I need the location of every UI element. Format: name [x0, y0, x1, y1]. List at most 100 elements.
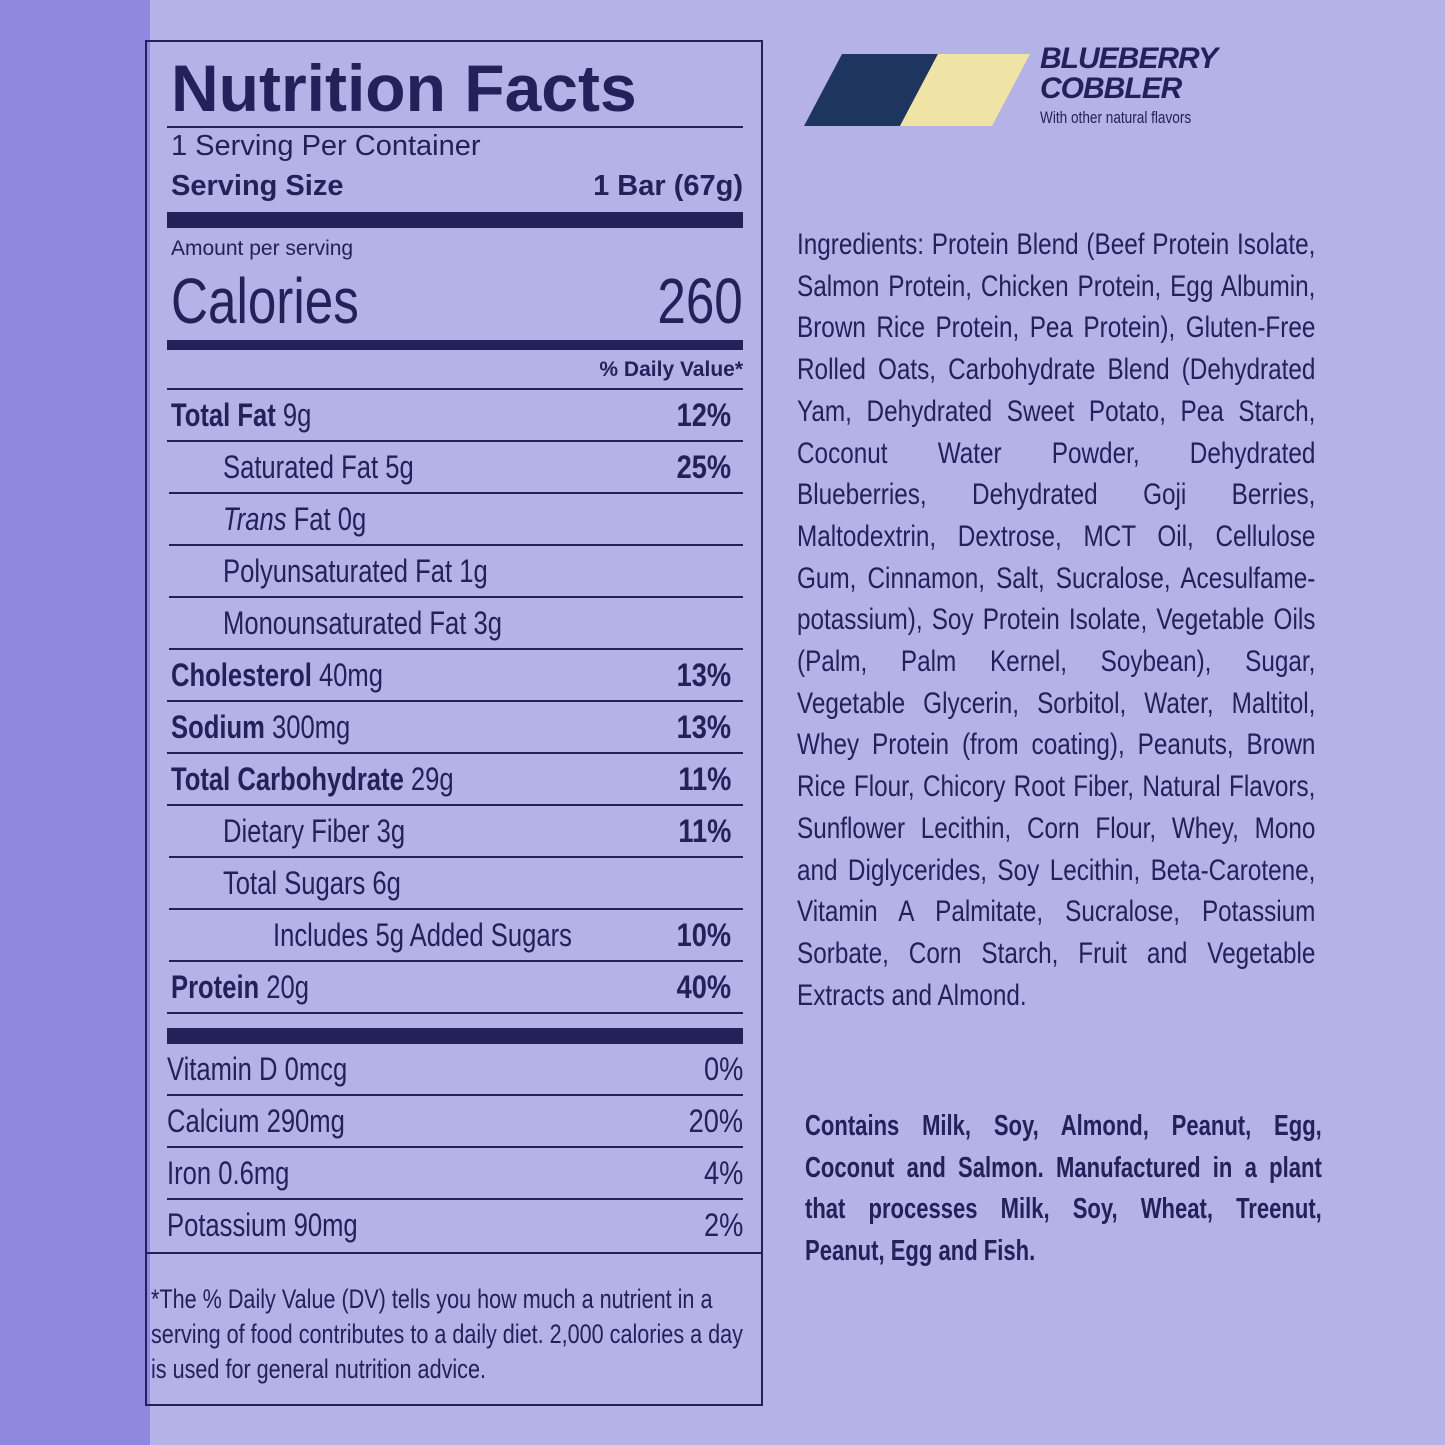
- daily-value: 11%: [678, 813, 731, 849]
- vitamin-name: Iron: [167, 1155, 212, 1191]
- serving-size: 1 Bar (67g): [593, 170, 743, 202]
- vitamin-label: Vitamin D 0mcg: [167, 1051, 347, 1088]
- nutrient-amount: 3g: [376, 813, 406, 849]
- nutrient-row: Saturated Fat 5g 25%: [169, 442, 743, 494]
- rule: [167, 388, 743, 390]
- nutrient-row: Total Fat 9g 12%: [167, 390, 743, 442]
- footnote: *The % Daily Value (DV) tells you how mu…: [151, 1284, 743, 1384]
- vitamin-row: Iron 0.6mg 4%: [167, 1148, 743, 1200]
- nutrient-amount: 300mg: [271, 709, 351, 745]
- nutrient-amount: 0g: [337, 501, 367, 537]
- nutrient-amount: 29g: [410, 761, 454, 797]
- daily-value: 10%: [676, 917, 731, 953]
- flavor-logo: [804, 54, 1030, 126]
- nutrient-label: Polyunsaturated Fat 1g: [223, 553, 488, 590]
- nutrient-row: Total Sugars 6g: [169, 858, 743, 910]
- calories: 260: [657, 265, 743, 337]
- nutrient-label: Trans Fat 0g: [223, 501, 366, 538]
- nutrient-row: Includes 5g Added Sugars 10%: [169, 910, 743, 962]
- nutrient-name: Fat: [293, 501, 331, 537]
- flavor-name: BLUEBERRY COBBLER: [1040, 42, 1218, 105]
- nutrient-label: Cholesterol 40mg: [171, 657, 383, 694]
- nutrient-amount: 5g: [385, 449, 414, 485]
- nutrient-row: Sodium 300mg 13%: [167, 702, 743, 754]
- nutrient-row: Total Carbohydrate 29g 11%: [167, 754, 743, 806]
- nutrient-label: Protein 20g: [171, 969, 309, 1006]
- nutrient-row: Polyunsaturated Fat 1g: [169, 546, 743, 598]
- daily-value: 40%: [676, 969, 731, 1005]
- nutrient-label: Saturated Fat 5g: [223, 449, 414, 486]
- nutrient-name: Saturated Fat: [223, 449, 379, 485]
- daily-value: 13%: [676, 709, 731, 745]
- flavor-note: With other natural flavors: [1040, 108, 1192, 127]
- nutrient-name: Total Carbohydrate: [171, 761, 404, 797]
- vitamin-name: Calcium: [167, 1103, 260, 1139]
- allergens: Contains Milk, Soy, Almond, Peanut, Egg,…: [805, 1110, 1322, 1268]
- nutrient-label: Includes 5g Added Sugars: [273, 917, 572, 954]
- nutrient-label: Sodium 300mg: [171, 709, 350, 746]
- vitamin-label: Calcium 290mg: [167, 1103, 345, 1140]
- vitamin-amount: 0.6mg: [218, 1155, 290, 1191]
- nutrient-name: Polyunsaturated Fat: [223, 553, 453, 589]
- nutrient-row: Dietary Fiber 3g 11%: [169, 806, 743, 858]
- daily-value: 4%: [703, 1155, 743, 1191]
- vitamin-amount: 0mcg: [284, 1051, 348, 1087]
- nutrient-row: Trans Fat 0g: [169, 494, 743, 546]
- vitamin-name: Vitamin D: [167, 1051, 278, 1087]
- nutrient-amount: 9g: [282, 397, 312, 433]
- nutrient-name: Total Sugars: [223, 865, 366, 901]
- nutrient-amount: 6g: [372, 865, 401, 901]
- nutrient-label: Total Carbohydrate 29g: [171, 761, 454, 798]
- daily-value: 0%: [703, 1051, 743, 1087]
- nutrient-name: Total Fat: [171, 397, 276, 433]
- nutrient-label: Total Sugars 6g: [223, 865, 401, 902]
- calories-label: Calories: [171, 265, 359, 337]
- nutrient-name: Cholesterol: [171, 657, 312, 693]
- decor-stripe: [0, 0, 150, 1445]
- nutrient-amount: 20g: [266, 969, 310, 1005]
- nutrient-label: Total Fat 9g: [171, 397, 311, 434]
- daily-value: 13%: [676, 657, 731, 693]
- daily-value: 11%: [678, 761, 731, 797]
- nutrient-label: Dietary Fiber 3g: [223, 813, 405, 850]
- daily-value-header: % Daily Value*: [599, 358, 743, 381]
- vitamin-label: Potassium 90mg: [167, 1207, 358, 1244]
- nutrient-name: Dietary Fiber: [223, 813, 370, 849]
- vitamin-amount: 290mg: [266, 1103, 345, 1139]
- rule: [147, 1252, 761, 1254]
- vitamin-name: Potassium: [167, 1207, 287, 1243]
- nutrient-name: Monounsaturated Fat: [223, 605, 467, 641]
- nutrient-amount: 3g: [473, 605, 502, 641]
- thick-rule: [167, 340, 743, 350]
- logo-stripe: [900, 54, 1030, 126]
- nutrient-name-italic: Trans: [223, 501, 287, 537]
- thick-rule: [167, 1028, 743, 1044]
- daily-value: 20%: [688, 1103, 743, 1139]
- vitamin-row: Calcium 290mg 20%: [167, 1096, 743, 1148]
- nutrient-row: Protein 20g 40%: [167, 962, 743, 1014]
- servings: 1 Serving Per Container: [171, 130, 481, 162]
- vitamin-label: Iron 0.6mg: [167, 1155, 289, 1192]
- nutrient-row: Monounsaturated Fat 3g: [169, 598, 743, 650]
- nutrient-amount: 1g: [459, 553, 488, 589]
- nutrient-name: Sodium: [171, 709, 265, 745]
- nutrient-amount: 40mg: [318, 657, 383, 693]
- vitamin-amount: 90mg: [293, 1207, 358, 1243]
- nutrient-label: Monounsaturated Fat 3g: [223, 605, 502, 642]
- daily-value: 12%: [676, 397, 731, 433]
- daily-value: 25%: [676, 449, 731, 485]
- serving-size-label: Serving Size: [171, 170, 344, 202]
- nutrient-name: Includes 5g Added Sugars: [273, 917, 572, 953]
- logo-stripe: [804, 54, 938, 126]
- amount-per-serving: Amount per serving: [171, 237, 354, 260]
- nutrient-name: Protein: [171, 969, 260, 1005]
- nutrient-row: Cholesterol 40mg 13%: [167, 650, 743, 702]
- vitamin-row: Potassium 90mg 2%: [167, 1200, 743, 1250]
- daily-value: 2%: [703, 1207, 743, 1243]
- vitamin-row: Vitamin D 0mcg 0%: [167, 1044, 743, 1096]
- nutrition-label: Nutrition Facts 1 Serving Per Container …: [145, 40, 763, 1406]
- rule: [167, 126, 743, 128]
- label-title: Nutrition Facts: [171, 51, 637, 125]
- thick-rule: [167, 212, 743, 228]
